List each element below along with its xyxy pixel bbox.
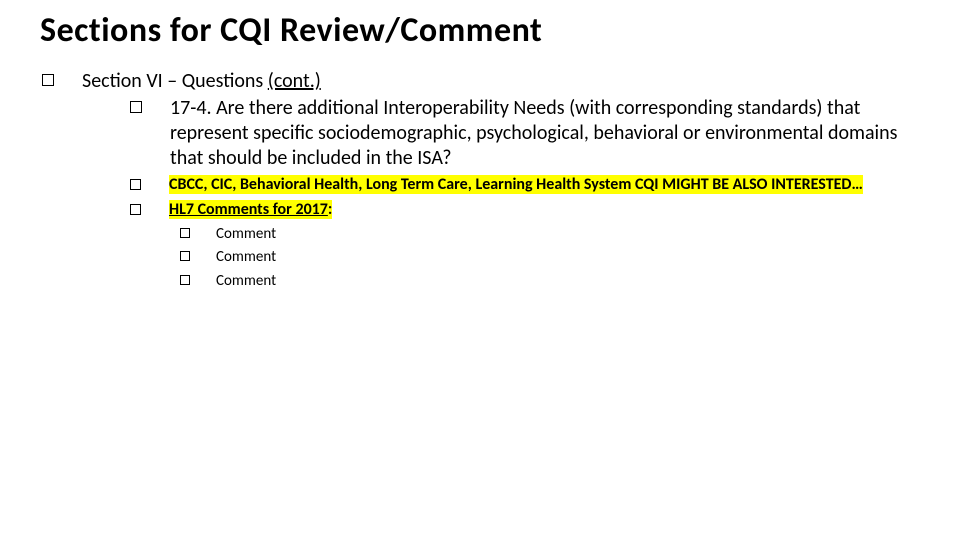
hl7-highlighted: HL7 Comments for 2017: bbox=[169, 200, 332, 219]
checkbox-icon bbox=[180, 251, 190, 261]
checkbox-icon bbox=[180, 275, 190, 285]
checkbox-icon bbox=[130, 204, 141, 215]
checkbox-icon bbox=[180, 228, 190, 238]
comment-text: Comment bbox=[216, 272, 276, 292]
checkbox-icon bbox=[42, 74, 54, 86]
checkbox-icon bbox=[130, 179, 141, 190]
page-title: Sections for CQI Review/Comment bbox=[40, 10, 920, 51]
note-text: CBCC, CIC, Behavioral Health, Long Term … bbox=[169, 175, 863, 196]
list-item-comment: Comment bbox=[180, 248, 920, 268]
list-item-comment: Comment bbox=[180, 225, 920, 245]
section-heading-text: Section VI – Questions (cont.) bbox=[82, 69, 321, 94]
section-heading-cont: (cont.) bbox=[268, 69, 321, 93]
list-item-section-heading: Section VI – Questions (cont.) bbox=[42, 69, 920, 94]
section-heading-prefix: Section VI – Questions bbox=[82, 69, 268, 93]
list-item-question: 17-4. Are there additional Interoperabil… bbox=[130, 96, 920, 171]
hl7-colon: : bbox=[328, 200, 332, 219]
comment-text: Comment bbox=[216, 248, 276, 268]
hl7-label: HL7 Comments for 2017 bbox=[169, 200, 328, 219]
list-item-hl7: HL7 Comments for 2017: bbox=[130, 200, 920, 221]
note-highlighted: CBCC, CIC, Behavioral Health, Long Term … bbox=[169, 175, 863, 194]
hl7-text: HL7 Comments for 2017: bbox=[169, 200, 332, 221]
checkbox-icon bbox=[130, 101, 142, 113]
question-text: 17-4. Are there additional Interoperabil… bbox=[170, 96, 920, 171]
list-item-note: CBCC, CIC, Behavioral Health, Long Term … bbox=[130, 175, 920, 196]
list-item-comment: Comment bbox=[180, 272, 920, 292]
comment-text: Comment bbox=[216, 225, 276, 245]
slide-container: Sections for CQI Review/Comment Section … bbox=[0, 0, 960, 540]
